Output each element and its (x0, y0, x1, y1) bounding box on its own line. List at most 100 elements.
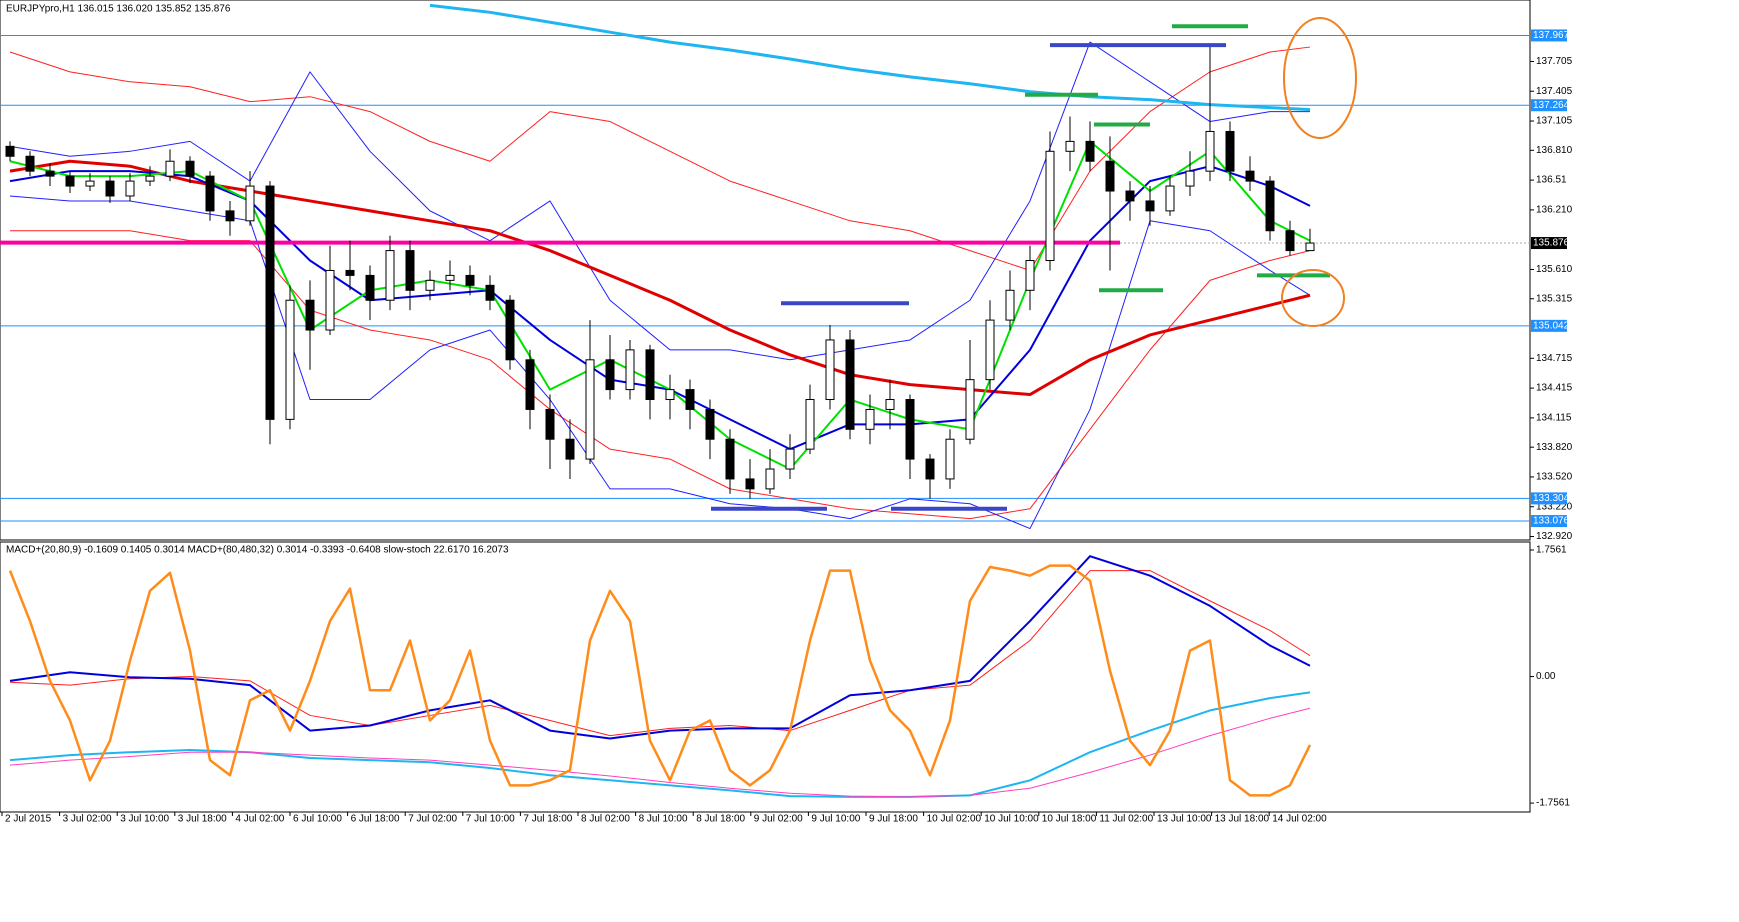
candle-body (605, 359, 615, 391)
candle-body (85, 180, 95, 187)
candle-body (345, 269, 355, 276)
candle-body (65, 175, 75, 187)
candle-body (1245, 170, 1255, 182)
candle-body (865, 408, 875, 430)
level-label: 137.264 (1533, 100, 1570, 111)
y-tick-label: 133.220 (1536, 501, 1573, 512)
main-plot (0, 0, 1531, 541)
indicator-line (9, 691, 1311, 798)
y-tick-label: 137.405 (1536, 86, 1573, 97)
indicator-line (9, 570, 1311, 737)
candle-body (945, 438, 955, 480)
candle-body (565, 438, 575, 460)
y-tick-label: 135.610 (1536, 264, 1573, 275)
x-tick-label: 3 Jul 18:00 (178, 814, 227, 825)
x-tick-label: 7 Jul 10:00 (466, 814, 515, 825)
candle-body (285, 299, 295, 420)
candle-body (1185, 170, 1195, 187)
candle-body (1145, 200, 1155, 212)
candle-body (645, 349, 655, 401)
candle-body (525, 359, 535, 410)
level-label: 133.076 (1533, 516, 1570, 527)
candle-body (245, 185, 255, 222)
indicator-line (9, 41, 1310, 361)
x-tick-label: 8 Jul 10:00 (639, 814, 688, 825)
x-tick-label: 10 Jul 02:00 (927, 814, 982, 825)
candle-body (485, 284, 495, 301)
candle-body (925, 458, 935, 480)
y-tick-label: 0.00 (1536, 671, 1556, 682)
candle-body (305, 299, 315, 331)
candle-body (665, 389, 675, 401)
y-tick-label: 132.920 (1536, 531, 1573, 542)
x-tick-label: 4 Jul 02:00 (235, 814, 284, 825)
x-tick-label: 2 Jul 2015 (5, 814, 52, 825)
x-tick-label: 11 Jul 02:00 (1099, 814, 1153, 825)
x-tick-label: 9 Jul 02:00 (754, 814, 803, 825)
indicator-line (9, 555, 1311, 740)
y-tick-label: -1.7561 (1536, 798, 1570, 809)
candle-body (365, 274, 375, 301)
candle-body (965, 379, 975, 440)
x-tick-label: 6 Jul 10:00 (293, 814, 342, 825)
candle-body (445, 274, 455, 281)
candle-body (585, 359, 595, 460)
x-tick-label: 13 Jul 18:00 (1215, 814, 1270, 825)
candle-body (1265, 180, 1275, 232)
candle-body (905, 399, 915, 460)
candle-body (1105, 160, 1115, 192)
candle-body (505, 299, 515, 361)
candle-body (725, 438, 735, 480)
candle-body (425, 279, 435, 291)
x-tick-label: 7 Jul 18:00 (523, 814, 572, 825)
x-tick-label: 8 Jul 02:00 (581, 814, 630, 825)
x-tick-label: 8 Jul 18:00 (696, 814, 745, 825)
candle-body (745, 478, 755, 490)
candle-body (1005, 289, 1015, 321)
y-tick-label: 136.810 (1536, 145, 1573, 156)
x-tick-label: 10 Jul 10:00 (984, 814, 1039, 825)
y-tick-label: 133.820 (1536, 442, 1573, 453)
x-tick-label: 3 Jul 02:00 (63, 814, 112, 825)
candle-body (1125, 190, 1135, 202)
candle-body (205, 175, 215, 212)
y-tick-label: 137.705 (1536, 56, 1573, 67)
x-tick-label: 6 Jul 18:00 (351, 814, 400, 825)
candle-body (805, 399, 815, 450)
y-tick-label: 136.51 (1536, 175, 1567, 186)
candle-body (1085, 140, 1095, 162)
candle-body (545, 408, 555, 440)
candle-body (145, 175, 155, 182)
last-price-box (1531, 237, 1567, 250)
candle-body (685, 389, 695, 410)
candle-body (1225, 130, 1235, 172)
indicator-line (429, 3, 1311, 112)
level-label-box (1531, 319, 1567, 332)
candle-body (625, 349, 635, 391)
candle-body (405, 250, 415, 291)
indicator-line (9, 707, 1311, 798)
y-tick-label: 137.105 (1536, 116, 1573, 127)
level-label-box (1531, 99, 1567, 112)
candle-body (1165, 185, 1175, 212)
candle-body (465, 274, 475, 286)
highlight-ellipse (1283, 17, 1357, 139)
candle-body (1305, 242, 1315, 252)
candle-body (1045, 150, 1055, 262)
candle-body (325, 269, 335, 331)
y-tick-label: 134.415 (1536, 383, 1573, 394)
candle-body (105, 180, 115, 197)
candle-body (1205, 130, 1215, 172)
candle-body (1025, 260, 1035, 291)
level-label-box (1531, 515, 1567, 528)
x-tick-label: 9 Jul 10:00 (811, 814, 860, 825)
x-tick-label: 10 Jul 18:00 (1042, 814, 1097, 825)
level-label-box (1531, 29, 1567, 42)
level-label: 137.967 (1533, 30, 1570, 41)
indicator-header: MACD+(20,80,9) -0.1609 0.1405 0.3014 MAC… (6, 545, 509, 556)
candle-body (45, 170, 55, 177)
candle-body (25, 155, 35, 172)
x-tick-label: 14 Jul 02:00 (1272, 814, 1327, 825)
y-tick-label: 135.315 (1536, 293, 1573, 304)
